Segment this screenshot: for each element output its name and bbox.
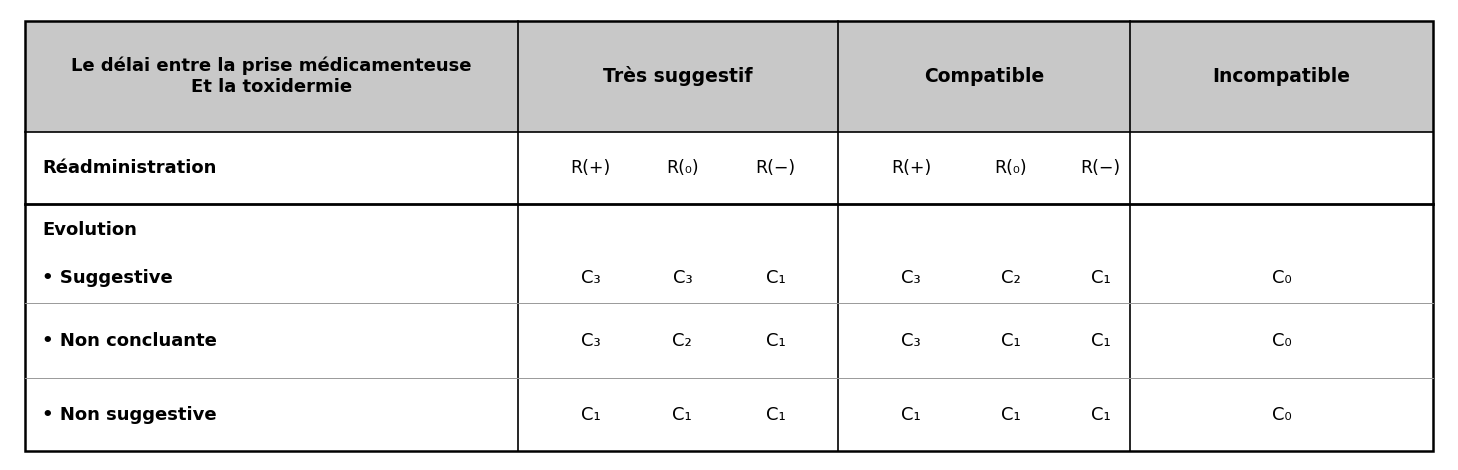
- Bar: [1130, 21, 1433, 132]
- Bar: [518, 21, 838, 132]
- Text: Le délai entre la prise médicamenteuse
Et la toxidermie: Le délai entre la prise médicamenteuse E…: [71, 57, 471, 96]
- Text: C₁: C₁: [765, 332, 786, 350]
- Text: C₁: C₁: [1000, 406, 1021, 424]
- Bar: [838, 204, 1130, 451]
- Bar: [838, 132, 1130, 204]
- Text: Très suggestif: Très suggestif: [604, 66, 752, 86]
- Text: Evolution: Evolution: [42, 221, 137, 239]
- Text: R(+): R(+): [891, 159, 932, 177]
- Text: C₃: C₃: [901, 269, 921, 288]
- Text: C₁: C₁: [901, 406, 921, 424]
- Text: C₁: C₁: [1091, 269, 1111, 288]
- Text: R(+): R(+): [570, 159, 611, 177]
- Text: C₃: C₃: [672, 269, 693, 288]
- Text: C₀: C₀: [1271, 406, 1292, 424]
- Text: C₁: C₁: [765, 269, 786, 288]
- Text: C₁: C₁: [765, 406, 786, 424]
- Bar: [25, 132, 518, 204]
- Text: R(−): R(−): [1080, 159, 1121, 177]
- Text: C₁: C₁: [580, 406, 601, 424]
- Text: C₀: C₀: [1271, 269, 1292, 288]
- Text: • Suggestive: • Suggestive: [42, 269, 174, 288]
- Text: R(−): R(−): [755, 159, 796, 177]
- Text: C₃: C₃: [580, 269, 601, 288]
- Bar: [25, 204, 518, 451]
- Text: R(₀): R(₀): [666, 159, 698, 177]
- Text: C₁: C₁: [1000, 332, 1021, 350]
- Text: Compatible: Compatible: [924, 67, 1044, 86]
- Text: R(₀): R(₀): [994, 159, 1026, 177]
- Bar: [1130, 204, 1433, 451]
- Text: C₃: C₃: [901, 332, 921, 350]
- Text: C₂: C₂: [672, 332, 693, 350]
- Text: C₃: C₃: [580, 332, 601, 350]
- Text: C₂: C₂: [1000, 269, 1021, 288]
- Bar: [25, 21, 518, 132]
- Text: • Non suggestive: • Non suggestive: [42, 406, 217, 424]
- Text: C₁: C₁: [1091, 406, 1111, 424]
- Text: C₁: C₁: [672, 406, 693, 424]
- Text: C₀: C₀: [1271, 332, 1292, 350]
- Text: Réadministration: Réadministration: [42, 159, 217, 177]
- Text: Incompatible: Incompatible: [1213, 67, 1350, 86]
- Bar: [518, 132, 838, 204]
- Bar: [838, 21, 1130, 132]
- Text: • Non concluante: • Non concluante: [42, 332, 217, 350]
- Text: C₁: C₁: [1091, 332, 1111, 350]
- Bar: [518, 204, 838, 451]
- Bar: [1130, 132, 1433, 204]
